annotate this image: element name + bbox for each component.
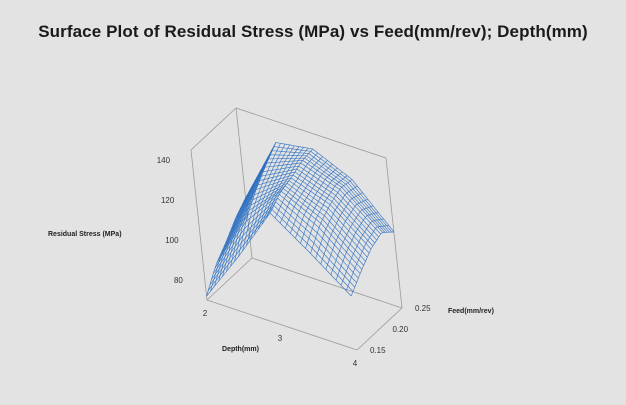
surface-wire-depth — [238, 142, 277, 257]
surface-wire-depth — [214, 183, 254, 287]
axis-box-edge — [206, 299, 358, 351]
surface-wire-depth — [325, 198, 368, 270]
surface-wire-depth — [234, 149, 273, 262]
axis-box-edge — [190, 149, 208, 301]
z-axis-label: Residual Stress (MPa) — [48, 231, 122, 238]
surface-wire-depth — [340, 218, 384, 286]
x-axis-label: Depth(mm) — [222, 346, 259, 353]
surface-wire-depth — [253, 145, 295, 235]
axis-box-edge — [206, 257, 253, 301]
y-tick-label: 0.15 — [370, 346, 386, 355]
axes-box — [190, 107, 403, 351]
surface-wire-depth — [274, 152, 318, 219]
y-tick-label: 0.20 — [393, 325, 409, 334]
surface-wire-depth — [320, 192, 363, 265]
surface-wire-depth — [269, 148, 313, 214]
x-tick-label: 4 — [353, 359, 358, 368]
surface-wire-depth — [330, 205, 374, 275]
surface-wire-depth — [289, 164, 333, 234]
surface-wire-depth — [206, 197, 246, 297]
surface-wire-depth — [279, 156, 323, 224]
tick-labels: 2 3 4 0.15 0.20 0.25 80 100 120 140 — [157, 156, 431, 368]
z-tick-label: 140 — [157, 156, 171, 165]
axis-box-edge — [251, 257, 403, 309]
surface-wire-depth — [305, 175, 348, 249]
axis-box-edge — [385, 157, 403, 309]
z-tick-label: 100 — [165, 236, 179, 245]
y-axis-label: Feed(mm/rev) — [448, 308, 494, 315]
surface-wire-depth — [261, 147, 304, 225]
surface-wire-depth — [246, 143, 286, 246]
surface-wire-depth — [257, 146, 300, 230]
surface-wire-depth — [242, 143, 281, 252]
surface-wire-depth — [350, 231, 394, 297]
surface-wire-depth — [265, 147, 309, 219]
axis-box-edge — [235, 107, 387, 159]
surface-wire-depth — [295, 167, 338, 239]
z-tick-label: 120 — [161, 196, 175, 205]
surface-wire-depth — [226, 163, 265, 272]
axis-box-edge — [190, 107, 237, 151]
surface-wire-depth — [222, 170, 262, 277]
surface-wire-depth — [335, 211, 379, 281]
z-tick-label: 80 — [174, 276, 183, 285]
surface-mesh — [206, 142, 395, 297]
surface-wire-depth — [230, 156, 269, 267]
surface-wire-depth — [300, 171, 343, 244]
surface-wire-depth — [218, 177, 258, 282]
y-tick-label: 0.25 — [415, 304, 431, 313]
surface-wire-depth — [310, 179, 353, 254]
surface-wire-depth — [210, 190, 250, 292]
axis-box-edge — [235, 107, 253, 259]
surface-wire-depth — [345, 225, 389, 291]
x-tick-label: 3 — [278, 334, 283, 343]
surface-wire-depth — [315, 185, 358, 259]
x-tick-label: 2 — [203, 309, 208, 318]
chart-title: Surface Plot of Residual Stress (MPa) vs… — [38, 22, 588, 41]
axis-box-edge — [356, 307, 403, 351]
surface-wire-depth — [249, 144, 291, 241]
surface-wire-depth — [284, 160, 328, 229]
